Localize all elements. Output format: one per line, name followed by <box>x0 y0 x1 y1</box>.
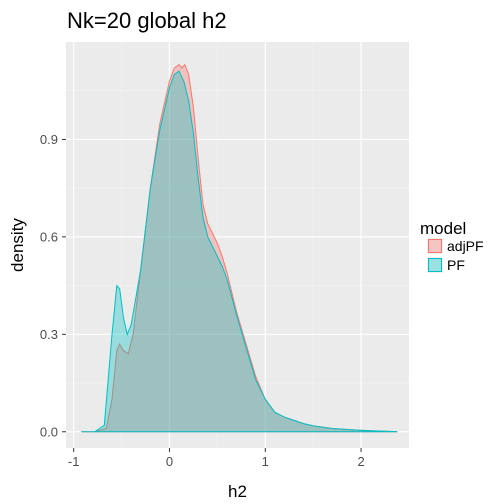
plot-panel <box>66 42 409 448</box>
y-tick-label: 0.0 <box>40 424 58 439</box>
legend-key-bg <box>427 238 443 254</box>
x-tick-label: 1 <box>262 454 269 469</box>
x-axis: -1 0 1 2 <box>68 448 365 469</box>
chart-title: Nk=20 global h2 <box>67 8 227 33</box>
legend-label-adjPF: adjPF <box>447 238 484 254</box>
density-area-PF <box>81 70 398 433</box>
legend-label-PF: PF <box>447 257 465 273</box>
x-axis-title: h2 <box>228 482 247 501</box>
legend-key-bg <box>427 257 443 273</box>
y-axis: 0.0 0.3 0.6 0.9 <box>40 132 66 439</box>
legend: model adjPF PF <box>420 219 484 273</box>
x-tick-label: -1 <box>68 454 80 469</box>
legend-key-PF <box>428 258 442 272</box>
panel-background <box>66 42 409 448</box>
y-tick-label: 0.6 <box>40 229 58 244</box>
legend-key-adjPF <box>428 239 442 253</box>
x-tick-label: 0 <box>166 454 173 469</box>
x-tick-label: 2 <box>357 454 364 469</box>
density-areas <box>81 63 398 433</box>
y-axis-title: density <box>8 218 27 272</box>
y-tick-label: 0.9 <box>40 132 58 147</box>
y-tick-label: 0.3 <box>40 327 58 342</box>
legend-title: model <box>420 219 466 238</box>
